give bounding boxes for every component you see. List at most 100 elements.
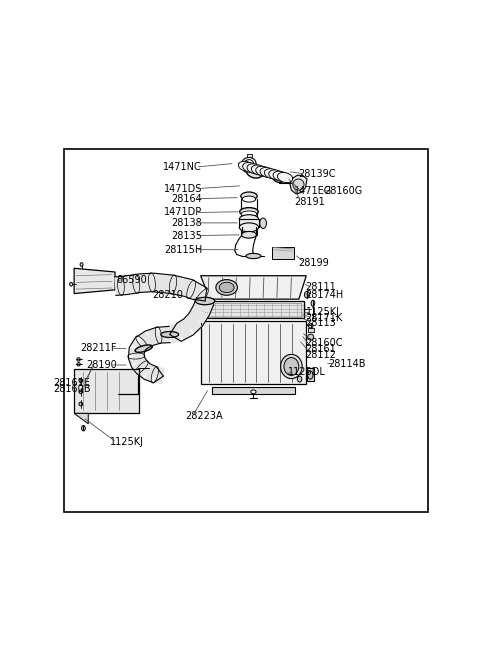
Ellipse shape <box>308 334 314 340</box>
Ellipse shape <box>297 376 302 382</box>
Text: 28171K: 28171K <box>305 312 343 323</box>
Ellipse shape <box>309 324 313 328</box>
Bar <box>308 328 314 332</box>
Text: 28114B: 28114B <box>328 358 365 369</box>
Polygon shape <box>201 276 306 299</box>
Text: 28113: 28113 <box>305 318 336 328</box>
Ellipse shape <box>219 282 234 293</box>
Ellipse shape <box>79 402 83 406</box>
Polygon shape <box>184 280 204 302</box>
Ellipse shape <box>256 166 271 176</box>
Ellipse shape <box>243 162 258 173</box>
Text: 28161E: 28161E <box>54 378 91 388</box>
Polygon shape <box>74 369 139 413</box>
Ellipse shape <box>242 196 256 202</box>
Text: 1471DP: 1471DP <box>164 208 202 217</box>
Ellipse shape <box>82 426 85 431</box>
Ellipse shape <box>260 168 276 178</box>
Text: 28190: 28190 <box>86 360 117 370</box>
Polygon shape <box>74 269 115 293</box>
Bar <box>201 322 306 384</box>
Polygon shape <box>140 273 154 292</box>
Text: 28191: 28191 <box>294 197 325 208</box>
Polygon shape <box>131 338 148 354</box>
Polygon shape <box>74 413 88 424</box>
Ellipse shape <box>277 172 293 183</box>
Ellipse shape <box>284 358 299 375</box>
Ellipse shape <box>240 215 259 223</box>
Ellipse shape <box>79 379 83 383</box>
Text: 28161: 28161 <box>305 344 336 354</box>
Text: 28160C: 28160C <box>305 338 343 348</box>
Polygon shape <box>144 364 158 383</box>
Ellipse shape <box>247 166 263 178</box>
Text: 28174H: 28174H <box>305 290 344 300</box>
Text: 28211F: 28211F <box>80 343 117 353</box>
Ellipse shape <box>242 157 256 170</box>
Bar <box>205 303 301 317</box>
Polygon shape <box>168 323 181 343</box>
Text: 28160G: 28160G <box>324 186 362 196</box>
Polygon shape <box>129 354 146 365</box>
Polygon shape <box>193 297 214 314</box>
Polygon shape <box>138 331 154 350</box>
Text: 1471DS: 1471DS <box>164 183 202 194</box>
Ellipse shape <box>244 160 253 167</box>
Text: 86590: 86590 <box>117 275 147 285</box>
Text: 28210: 28210 <box>152 290 183 301</box>
Ellipse shape <box>241 192 257 200</box>
Polygon shape <box>182 313 203 333</box>
Polygon shape <box>188 305 209 324</box>
Text: 28139C: 28139C <box>298 169 336 179</box>
Ellipse shape <box>281 354 302 379</box>
Ellipse shape <box>311 300 315 307</box>
Ellipse shape <box>241 231 256 238</box>
Ellipse shape <box>195 297 215 305</box>
Text: 28160B: 28160B <box>53 384 91 394</box>
Ellipse shape <box>70 282 72 286</box>
Ellipse shape <box>77 363 80 366</box>
Ellipse shape <box>264 169 280 179</box>
Ellipse shape <box>77 358 80 361</box>
Bar <box>212 386 295 394</box>
Ellipse shape <box>79 390 83 394</box>
Ellipse shape <box>216 280 238 295</box>
Ellipse shape <box>241 211 257 217</box>
Ellipse shape <box>246 253 261 259</box>
Text: 28164: 28164 <box>171 194 202 204</box>
Text: 28199: 28199 <box>298 257 329 268</box>
Ellipse shape <box>281 176 289 182</box>
Ellipse shape <box>308 371 313 379</box>
Text: 28111: 28111 <box>305 282 336 292</box>
Text: 28223A: 28223A <box>186 411 223 421</box>
Polygon shape <box>158 326 170 343</box>
Text: 1471EG: 1471EG <box>294 186 333 196</box>
Polygon shape <box>152 273 172 293</box>
Polygon shape <box>128 347 145 357</box>
Ellipse shape <box>251 390 256 394</box>
Ellipse shape <box>273 171 288 181</box>
Ellipse shape <box>273 174 285 183</box>
Ellipse shape <box>304 291 310 298</box>
Polygon shape <box>137 361 153 378</box>
Bar <box>272 248 294 259</box>
Polygon shape <box>175 319 193 341</box>
Text: 1125DL: 1125DL <box>288 367 326 377</box>
Polygon shape <box>169 275 191 297</box>
Polygon shape <box>124 274 141 295</box>
Ellipse shape <box>240 208 258 216</box>
Text: 1471NC: 1471NC <box>163 162 202 172</box>
Text: 1125KJ: 1125KJ <box>305 307 339 317</box>
Text: 28135: 28135 <box>171 231 202 240</box>
Bar <box>307 367 314 381</box>
Text: 1125KJ: 1125KJ <box>110 438 144 447</box>
Ellipse shape <box>80 263 83 267</box>
Bar <box>203 301 304 318</box>
Polygon shape <box>147 328 161 346</box>
Polygon shape <box>290 176 307 194</box>
Ellipse shape <box>260 218 266 229</box>
Ellipse shape <box>239 161 253 172</box>
Ellipse shape <box>247 164 263 174</box>
Polygon shape <box>132 358 148 372</box>
Ellipse shape <box>293 179 304 190</box>
